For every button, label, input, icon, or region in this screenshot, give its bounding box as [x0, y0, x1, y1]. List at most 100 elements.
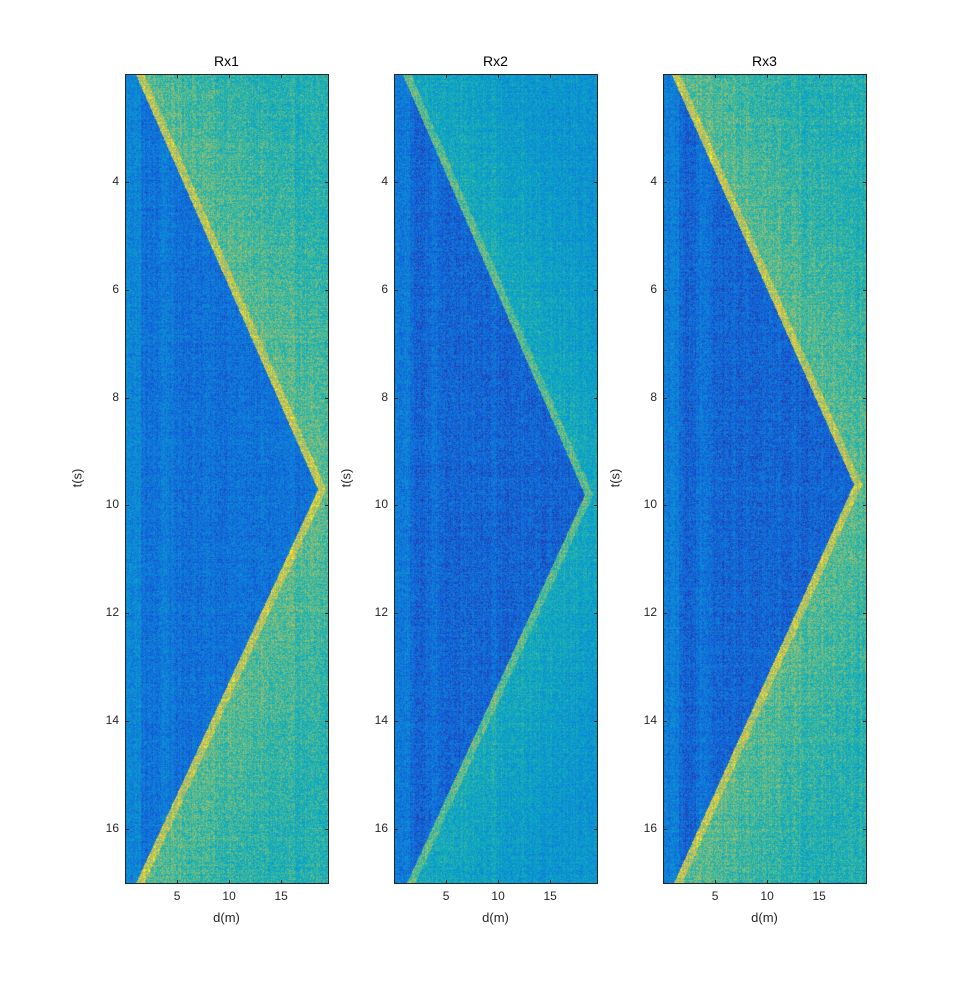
x-tick-label: 10 [760, 889, 774, 903]
y-tick-label: 4 [650, 173, 657, 188]
x-tick-mark [177, 74, 179, 78]
y-tick-mark [594, 829, 598, 831]
y-tick-mark [325, 289, 329, 291]
y-tick-label: 16 [105, 821, 119, 836]
y-tick-label: 14 [643, 713, 657, 728]
y-tick-label: 12 [643, 605, 657, 620]
y-tick-mark [663, 505, 667, 507]
heatmap-image [663, 74, 866, 883]
x-axis-label: d(m) [213, 910, 240, 925]
y-tick-mark [863, 289, 867, 291]
y-tick-mark [594, 397, 598, 399]
y-tick-mark [394, 505, 398, 507]
y-tick-mark [394, 721, 398, 723]
y-tick-mark [663, 397, 667, 399]
heatmap-image [394, 74, 597, 883]
y-tick-label: 6 [650, 281, 657, 296]
y-tick-mark [394, 397, 398, 399]
y-tick-mark [394, 613, 398, 615]
x-tick-mark [715, 74, 717, 78]
heatmap-panel-rx1: Rx1 4 6 8 10 12 14 16 5 10 15 d(m) t(s) [70, 53, 329, 925]
y-axis-label: t(s) [338, 468, 354, 488]
y-tick-mark [863, 397, 867, 399]
y-tick-mark [325, 505, 329, 507]
x-tick-mark [229, 880, 231, 884]
x-tick-mark [177, 880, 179, 884]
heatmap-image [125, 74, 328, 883]
y-tick-mark [325, 721, 329, 723]
x-tick-mark [229, 74, 231, 78]
y-tick-mark [863, 613, 867, 615]
x-tick-label: 15 [274, 889, 288, 903]
y-tick-mark [125, 613, 129, 615]
x-tick-label: 10 [222, 889, 236, 903]
y-tick-mark [325, 397, 329, 399]
x-tick-mark [498, 74, 500, 78]
x-tick-mark [550, 880, 552, 884]
y-tick-label: 10 [105, 497, 119, 512]
y-tick-mark [594, 613, 598, 615]
y-tick-mark [663, 721, 667, 723]
x-tick-mark [819, 74, 821, 78]
y-tick-label: 12 [374, 605, 388, 620]
y-tick-mark [125, 181, 129, 183]
y-axis-label: t(s) [69, 468, 85, 488]
x-tick-mark [498, 880, 500, 884]
x-tick-label: 15 [812, 889, 826, 903]
x-tick-label: 5 [442, 889, 450, 903]
x-axis-label: d(m) [751, 910, 778, 925]
y-tick-mark [325, 181, 329, 183]
y-tick-label: 14 [374, 713, 388, 728]
y-tick-mark [125, 505, 129, 507]
x-tick-label: 5 [173, 889, 181, 903]
x-axis-label: d(m) [482, 910, 509, 925]
y-tick-mark [394, 829, 398, 831]
y-tick-label: 4 [381, 173, 388, 188]
plot-title: Rx2 [483, 53, 508, 69]
x-tick-mark [767, 74, 769, 78]
y-tick-label: 16 [374, 821, 388, 836]
y-tick-mark [325, 829, 329, 831]
plot-title: Rx1 [214, 53, 239, 69]
y-tick-mark [125, 721, 129, 723]
x-tick-label: 15 [543, 889, 557, 903]
y-tick-mark [594, 289, 598, 291]
x-tick-mark [281, 880, 283, 884]
y-tick-mark [394, 181, 398, 183]
y-tick-label: 4 [112, 173, 119, 188]
x-tick-mark [550, 74, 552, 78]
y-tick-mark [863, 505, 867, 507]
y-tick-label: 16 [643, 821, 657, 836]
x-tick-mark [715, 880, 717, 884]
y-tick-mark [325, 613, 329, 615]
y-tick-mark [125, 289, 129, 291]
x-tick-mark [446, 880, 448, 884]
y-tick-label: 14 [105, 713, 119, 728]
y-tick-mark [594, 721, 598, 723]
y-tick-mark [863, 721, 867, 723]
y-tick-mark [663, 181, 667, 183]
heatmap-panel-rx3: Rx3 4 6 8 10 12 14 16 5 10 15 d(m) t(s) [608, 53, 867, 925]
x-tick-mark [281, 74, 283, 78]
x-tick-label: 10 [491, 889, 505, 903]
y-tick-mark [594, 181, 598, 183]
heatmap-panel-rx2: Rx2 4 6 8 10 12 14 16 5 10 15 d(m) t(s) [339, 53, 598, 925]
x-tick-label: 5 [711, 889, 719, 903]
y-tick-mark [663, 289, 667, 291]
y-tick-mark [125, 829, 129, 831]
y-tick-label: 8 [650, 389, 657, 404]
x-tick-mark [446, 74, 448, 78]
y-tick-label: 10 [374, 497, 388, 512]
y-tick-label: 6 [381, 281, 388, 296]
y-axis-label: t(s) [607, 468, 623, 488]
y-tick-mark [663, 613, 667, 615]
y-tick-mark [863, 181, 867, 183]
y-tick-label: 8 [112, 389, 119, 404]
y-tick-label: 10 [643, 497, 657, 512]
x-tick-mark [819, 880, 821, 884]
y-tick-label: 8 [381, 389, 388, 404]
plot-title: Rx3 [752, 53, 777, 69]
y-tick-mark [125, 397, 129, 399]
y-tick-mark [594, 505, 598, 507]
y-tick-mark [394, 289, 398, 291]
